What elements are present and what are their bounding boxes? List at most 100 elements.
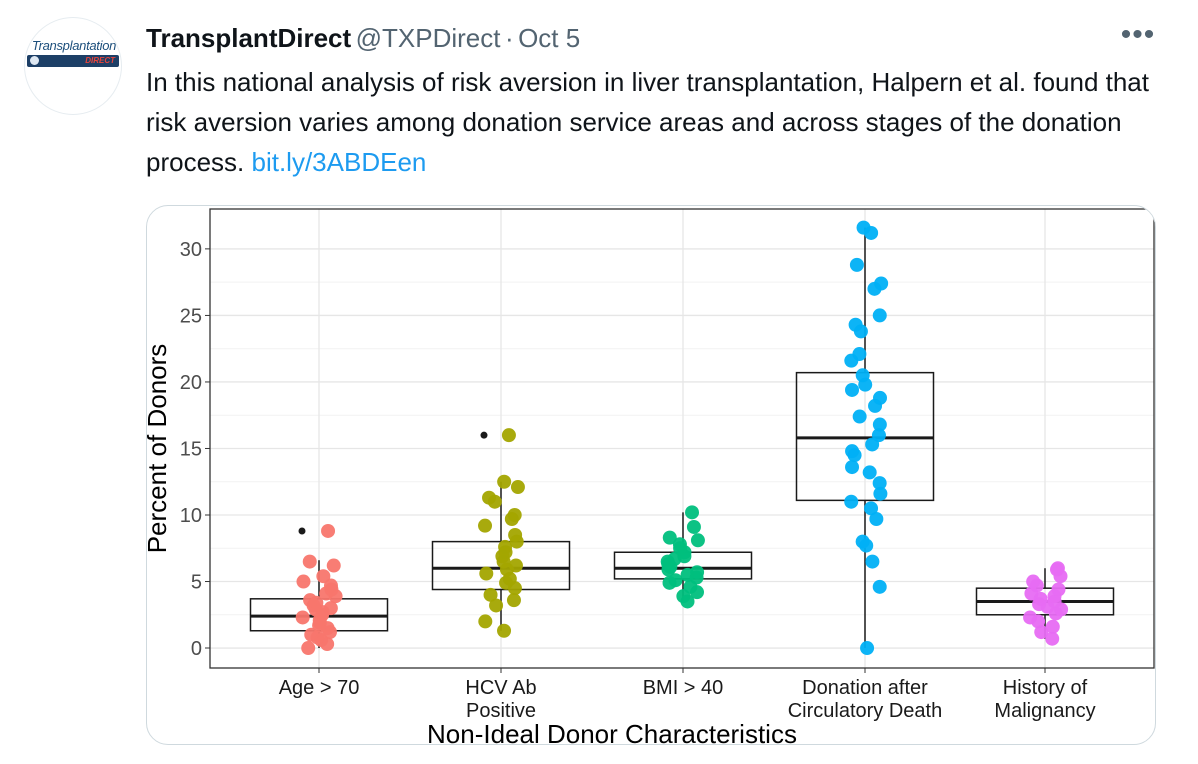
data-point [304,627,319,642]
data-point [690,533,705,548]
data-point [872,417,887,432]
data-point [865,554,880,569]
outlier-point [480,431,488,439]
display-name[interactable]: TransplantDirect [146,23,352,53]
header-separator: · [504,23,514,53]
data-point [686,519,701,534]
data-point [668,573,683,588]
x-tick-label-line2: Positive [466,700,536,722]
data-point [1050,561,1065,576]
data-point [852,409,867,424]
x-tick-label: Age > 70 [279,677,360,699]
x-axis-title: Non-Ideal Donor Characteristics [427,719,797,744]
y-tick-label: 0 [191,638,202,660]
plot-border [209,208,1155,669]
data-point [479,566,494,581]
tweet-body: In this national analysis of risk aversi… [146,67,1149,177]
data-point [497,623,512,638]
x-tick-label-line2: Malignancy [994,700,1095,722]
data-point [316,569,331,584]
avatar-logo-text: Transplantation [31,38,117,53]
avatar-logo-bar: DIRECT [27,55,119,67]
data-point [852,347,867,362]
y-tick-label: 25 [180,305,202,327]
data-point [510,480,525,495]
account-avatar[interactable]: Transplantation DIRECT [24,17,122,115]
data-point [848,317,863,332]
data-point [845,382,860,397]
data-point [478,614,493,629]
data-point [869,511,884,526]
data-point [1034,625,1049,640]
data-point [872,390,887,405]
data-point [685,505,700,520]
data-point [508,527,523,542]
avatar-logo-subtext: DIRECT [85,56,115,65]
data-point [873,486,888,501]
data-point [501,428,516,443]
data-point [864,501,879,516]
data-point [849,257,864,272]
data-point [860,641,875,656]
y-tick-label: 30 [180,239,202,261]
user-handle[interactable]: @TXPDirect [355,23,501,53]
data-point [508,558,523,573]
data-point [507,508,522,522]
data-point [483,587,498,602]
y-tick-label: 10 [180,505,202,527]
more-options-icon[interactable]: ••• [1120,18,1156,51]
data-point [1045,619,1060,634]
data-point [323,578,338,593]
media-card[interactable]: 0 5 10 15 20 25 30 Age > 70 HCV Ab Positive BMI > … [146,205,1156,745]
data-point [321,523,336,538]
data-point [1023,610,1038,625]
data-point [296,574,311,589]
data-point [302,554,317,569]
data-point [872,579,887,594]
tweet-header: TransplantDirect @TXPDirect · Oct 5 [146,21,580,55]
data-point [303,593,318,608]
data-point [489,598,504,613]
y-axis-title: Percent of Donors [147,344,172,554]
data-point [862,465,877,480]
data-point [690,565,705,580]
data-point [672,537,687,552]
data-point [855,534,870,549]
x-tick-label: Donation after [802,677,928,699]
data-point [482,490,497,505]
data-point [323,601,338,616]
data-point [1026,574,1041,589]
data-point [1051,582,1066,597]
data-point [662,530,677,545]
data-point [498,539,513,554]
y-tick-label: 20 [180,372,202,394]
data-point [871,428,886,443]
tweet-link[interactable]: bit.ly/3ABDEen [251,147,427,177]
data-point [301,641,316,656]
data-point [872,476,887,491]
x-tick-label: HCV Ab [465,677,536,699]
data-point [872,308,887,323]
data-point [326,558,341,573]
data-point [1045,631,1060,646]
x-tick-label: BMI > 40 [643,677,724,699]
outlier-point [298,527,306,535]
data-point [844,494,859,509]
data-point [856,220,871,235]
data-point [845,460,860,475]
x-tick-label: History of [1003,677,1088,699]
data-point [497,474,512,489]
tweet-text: In this national analysis of risk aversi… [146,62,1156,182]
data-point [478,518,493,533]
data-point [506,593,521,608]
tweet-date[interactable]: Oct 5 [518,23,581,53]
data-point [295,610,310,625]
y-tick-label: 5 [191,572,202,594]
data-point [855,368,870,383]
data-point [874,276,889,291]
data-point [845,444,860,459]
x-tick-label-line2: Circulatory Death [788,700,943,722]
y-tick-label: 15 [180,438,202,460]
logo-emblem-icon [30,56,39,65]
